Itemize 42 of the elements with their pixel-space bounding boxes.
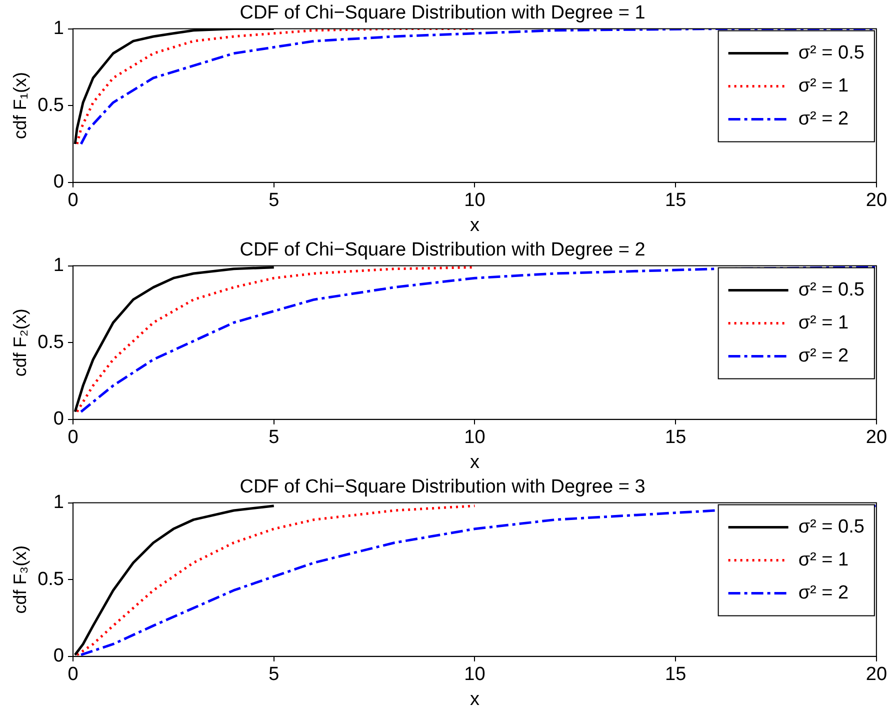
chart-title: CDF of Chi−Square Distribution with Degree = 1 <box>240 2 646 24</box>
y-tick-label: 0 <box>53 646 64 667</box>
legend-label: σ² = 0.5 <box>798 516 864 538</box>
legend-label: σ² = 0.5 <box>798 280 864 301</box>
x-axis-title: x <box>470 452 480 473</box>
legend-label: σ² = 2 <box>798 346 849 367</box>
y-tick-label: 1 <box>53 18 64 40</box>
x-tick-label: 5 <box>268 664 280 686</box>
x-tick-label: 0 <box>68 190 78 212</box>
x-tick-label: 5 <box>268 190 280 212</box>
y-axis-title: cdf F₁(x) <box>10 72 30 140</box>
x-tick-label: 10 <box>464 427 486 448</box>
chart-title: CDF of Chi−Square Distribution with Degree = 2 <box>240 240 646 261</box>
x-tick-label: 0 <box>68 427 78 448</box>
legend-label: σ² = 1 <box>798 550 849 571</box>
x-tick-label: 10 <box>464 190 486 212</box>
y-axis-title: cdf F₃(x) <box>10 545 30 614</box>
x-tick-label: 5 <box>268 427 280 448</box>
chart-title: CDF of Chi−Square Distribution with Degree = 3 <box>240 476 646 498</box>
x-tick-label: 0 <box>68 664 78 686</box>
x-axis-title: x <box>470 688 480 710</box>
y-tick-label: 0.5 <box>38 568 64 590</box>
y-tick-label: 0 <box>53 408 64 430</box>
legend-label: σ² = 1 <box>798 76 849 97</box>
x-tick-label: 20 <box>866 190 888 212</box>
legend-label: σ² = 1 <box>798 312 849 334</box>
x-axis-title: x <box>470 214 480 236</box>
x-tick-label: 10 <box>464 664 486 686</box>
y-tick-label: 0.5 <box>38 332 64 353</box>
x-tick-label: 20 <box>866 427 888 448</box>
x-tick-label: 20 <box>866 664 888 686</box>
y-tick-label: 0 <box>53 172 64 193</box>
legend-label: σ² = 2 <box>798 582 849 604</box>
y-tick-label: 1 <box>53 255 64 276</box>
legend-label: σ² = 2 <box>798 108 849 130</box>
y-axis-title: cdf F₂(x) <box>10 308 30 377</box>
y-tick-label: 0.5 <box>38 94 64 116</box>
x-tick-label: 15 <box>665 190 686 212</box>
y-tick-label: 1 <box>53 492 64 514</box>
x-tick-label: 15 <box>665 664 686 686</box>
legend-label: σ² = 0.5 <box>798 42 864 64</box>
x-tick-label: 15 <box>665 427 686 448</box>
